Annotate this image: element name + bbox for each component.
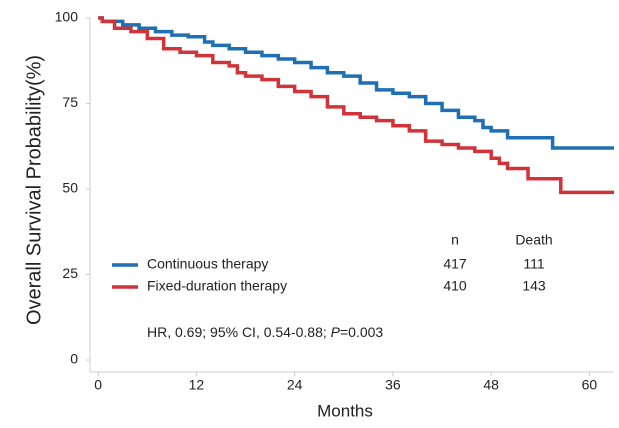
x-tick-label: 0 bbox=[94, 377, 102, 393]
table-header: n bbox=[451, 232, 459, 248]
x-tick-label: 36 bbox=[385, 377, 401, 393]
x-tick-label: 12 bbox=[189, 377, 205, 393]
survival-curve bbox=[98, 16, 614, 195]
table-cell: 417 bbox=[443, 256, 467, 272]
x-tick-label: 48 bbox=[483, 377, 499, 393]
hr-annotation: HR, 0.69; 95% CI, 0.54-0.88; P=0.003 bbox=[147, 324, 383, 340]
annotation-part: HR, 0.69; 95% CI, 0.54-0.88; bbox=[147, 324, 331, 340]
legend-label: Continuous therapy bbox=[147, 256, 268, 272]
survival-curve bbox=[98, 16, 614, 150]
y-tick-label: 75 bbox=[62, 94, 78, 110]
table-cell: 143 bbox=[522, 278, 546, 294]
legend-label: Fixed-duration therapy bbox=[147, 278, 287, 294]
y-tick-label: 50 bbox=[62, 180, 78, 196]
y-tick-label: 25 bbox=[62, 265, 78, 281]
x-tick-label: 24 bbox=[287, 377, 303, 393]
x-axis-label: Months bbox=[317, 401, 373, 420]
table-cell: 111 bbox=[523, 256, 544, 272]
annotation-part: =0.003 bbox=[340, 324, 383, 340]
annotation-part: P bbox=[331, 324, 341, 340]
x-tick-label: 60 bbox=[582, 377, 598, 393]
y-axis-label: Overall Survival Probability(%) bbox=[23, 55, 45, 325]
table-header: Death bbox=[515, 232, 552, 248]
table-cell: 410 bbox=[443, 278, 467, 294]
y-tick-label: 100 bbox=[55, 9, 79, 25]
y-tick-label: 0 bbox=[70, 351, 78, 367]
